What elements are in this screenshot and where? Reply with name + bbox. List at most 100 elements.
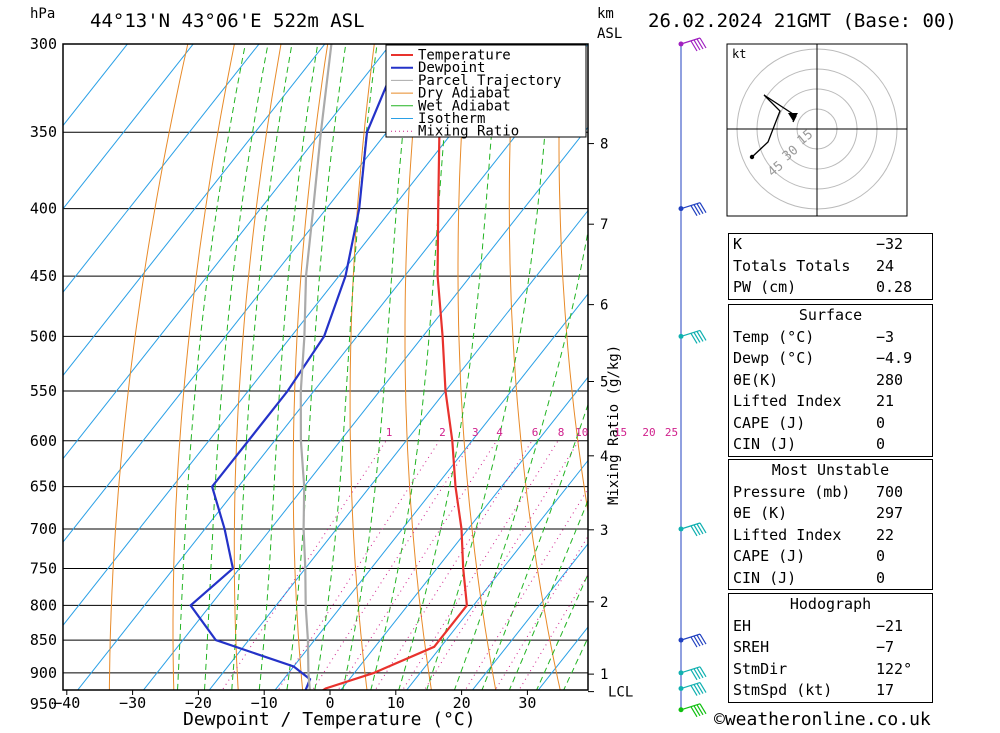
index-value: −32: [876, 235, 904, 253]
index-value: 0: [876, 413, 886, 432]
isotherm-line: [63, 44, 458, 543]
x-tick-label: 20: [453, 694, 471, 712]
wet-adiabat-line: [177, 44, 246, 690]
index-value: 0: [876, 568, 886, 587]
dewpoint-profile: [189, 44, 405, 690]
index-value: 0: [876, 435, 886, 453]
mixing-ratio-line: [277, 440, 440, 690]
x-tick-label: 30: [518, 694, 536, 712]
wet-adiabat-line: [453, 229, 588, 690]
mixing-ratio-line: [337, 440, 498, 690]
height-tick-label: 3: [600, 523, 608, 539]
temperature-profile: [321, 44, 469, 690]
index-label: PW (cm): [733, 278, 797, 296]
height-tick-label: 5: [600, 375, 608, 391]
section-title-row: Most Unstable: [729, 460, 933, 482]
wind-barb: [680, 202, 707, 216]
index-value: 22: [876, 525, 895, 544]
index-row: Dewp (°C) −4.9: [729, 348, 933, 370]
index-row: CIN (J) 0: [729, 434, 933, 456]
index-label: θE(K): [733, 370, 779, 389]
index-row: θE(K) 280: [729, 370, 933, 392]
mixing-ratio-label: 20: [642, 426, 655, 439]
index-row: PW (cm) 0.28: [729, 277, 933, 299]
x-tick-label: −20: [185, 694, 212, 712]
isotherm-line: [340, 376, 588, 690]
mixing-ratio-label: 1: [386, 426, 393, 439]
legend-entry: Dewpoint: [418, 60, 485, 76]
dry-adiabat-line: [558, 44, 588, 515]
pressure-tick-label: 800: [30, 596, 57, 614]
legend-entry: Wet Adiabat: [418, 98, 511, 114]
pressure-tick-label: 950: [30, 695, 57, 713]
isotherm-line: [63, 44, 129, 127]
mixing-ratio-label: 6: [532, 426, 539, 439]
index-row: StmSpd (kt) 17: [729, 680, 933, 702]
index-value: −3: [876, 327, 895, 346]
section-title: Most Unstable: [771, 461, 890, 479]
wet-adiabat-line: [204, 44, 269, 690]
height-unit-label: km: [597, 6, 614, 22]
general-indices-table: K −32 Totals Totals 24 PW (cm) 0.28: [728, 233, 933, 300]
index-row: CAPE (J) 0: [729, 413, 933, 435]
index-row: Pressure (mb) 700: [729, 482, 933, 504]
isotherm-line: [63, 44, 392, 460]
index-label: CIN (J): [733, 435, 797, 453]
index-label: Totals Totals: [733, 256, 851, 275]
wind-barb: [680, 522, 707, 537]
datetime-title: 26.02.2024 21GMT (Base: 00): [648, 10, 957, 32]
isotherm-line: [63, 44, 260, 293]
legend-entry: Mixing Ratio: [418, 124, 519, 140]
height-tick-label: 7: [600, 217, 608, 233]
index-row: EH −21: [729, 616, 933, 638]
index-value: −21: [876, 616, 904, 635]
index-row: θE (K) 297: [729, 503, 933, 525]
dry-adiabat-line: [457, 44, 497, 690]
isotherm-line: [63, 44, 523, 627]
index-label: StmSpd (kt): [733, 681, 833, 699]
pressure-tick-label: 500: [30, 327, 57, 345]
dry-adiabat-line: [108, 44, 189, 690]
index-value: 0.28: [876, 278, 913, 296]
mixing-ratio-line: [494, 535, 588, 690]
wet-adiabat-line: [314, 44, 378, 690]
dry-adiabat-line: [977, 25, 1000, 710]
most-unstable-indices-table: Most Unstable Pressure (mb) 700 θE (K) 297 Li…: [728, 459, 933, 590]
pressure-tick-label: 450: [30, 267, 57, 285]
height-ref-label: ASL: [597, 26, 623, 42]
index-value: −7: [876, 638, 895, 656]
pressure-tick-label: 300: [30, 35, 57, 53]
mixing-ratio-label: 2: [439, 426, 446, 439]
dry-adiabat-line: [404, 44, 432, 690]
index-row: Lifted Index 21: [729, 391, 933, 413]
pressure-tick-label: 350: [30, 123, 57, 141]
pressure-tick-label: 400: [30, 200, 57, 218]
surface-indices-table: Surface Temp (°C) −3 Dewp (°C) −4.9 θE(K) 280 L…: [728, 304, 933, 457]
isotherm-line: [406, 459, 588, 690]
index-value: 297: [876, 504, 904, 522]
section-title: Surface: [798, 306, 863, 324]
index-value: 280: [876, 370, 904, 389]
index-label: Lifted Index: [733, 525, 842, 544]
hodograph-start-dot: [749, 154, 755, 160]
isotherm-line: [274, 293, 588, 690]
mixing-ratio-line: [312, 440, 473, 690]
wet-adiabat-line: [231, 44, 293, 690]
mixing-ratio-label: 10: [575, 426, 588, 439]
index-value: −4.9: [876, 349, 913, 367]
section-title-row: Hodograph: [729, 594, 933, 616]
dry-adiabat-line: [172, 44, 235, 690]
wet-adiabat-line: [342, 44, 413, 690]
wind-barb: [680, 666, 707, 681]
index-label: Dewp (°C): [733, 349, 815, 367]
x-tick-label: −40: [53, 694, 80, 712]
wind-barb: [680, 633, 707, 648]
wet-adiabat-line: [398, 44, 500, 690]
index-row: StmDir 122°: [729, 659, 933, 681]
index-label: StmDir: [733, 659, 788, 678]
isotherm-line: [208, 209, 588, 690]
x-tick-label: −30: [119, 694, 146, 712]
isotherm-line: [63, 44, 326, 377]
mixing-ratio-label: 25: [665, 426, 678, 439]
mixing-ratio-line: [402, 440, 559, 690]
